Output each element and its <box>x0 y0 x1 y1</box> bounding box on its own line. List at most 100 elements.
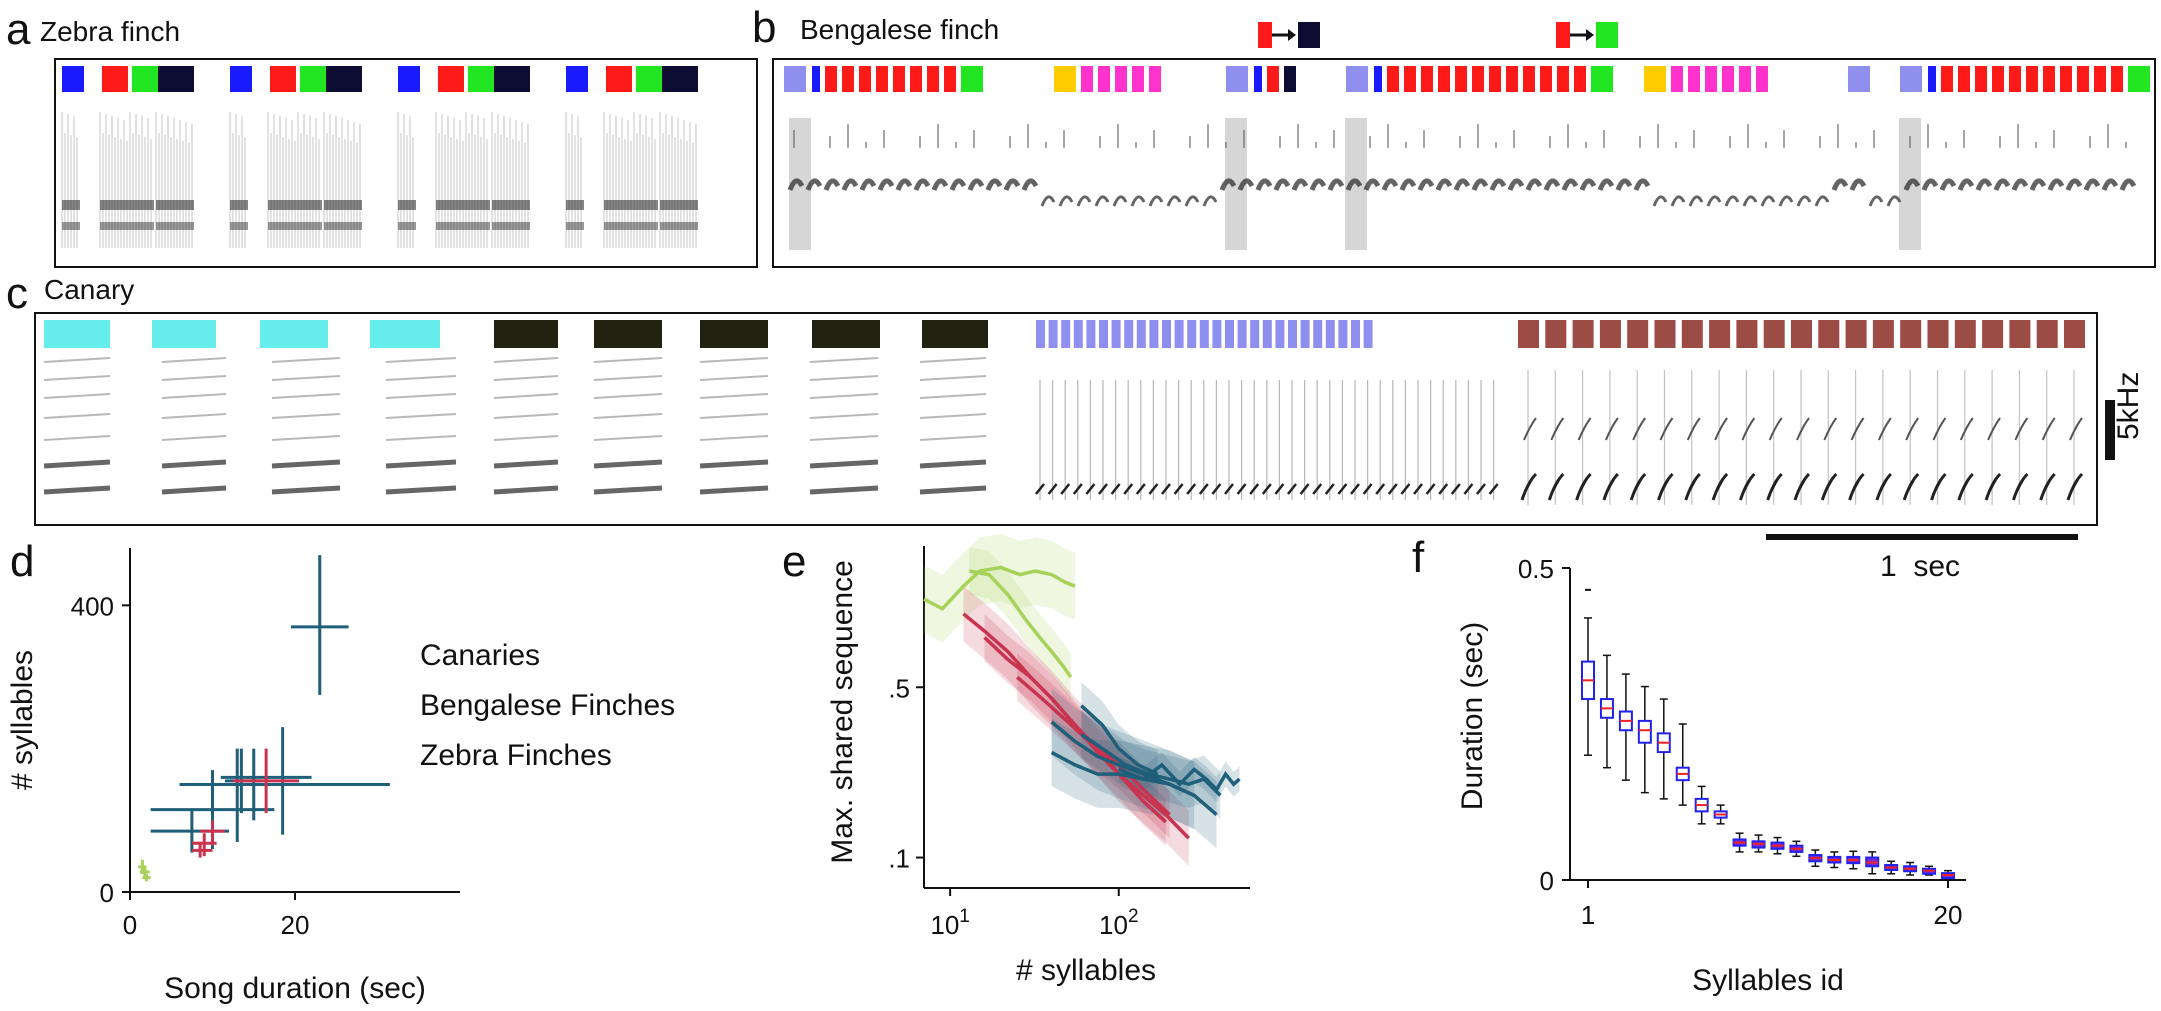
arrow-head-icon <box>1288 29 1296 41</box>
spectrogram-note <box>1399 178 1417 191</box>
spectrogram-band <box>634 222 658 230</box>
spectrogram-harmonic <box>593 357 663 363</box>
spectrogram-note <box>1076 195 1092 207</box>
time-scale-bar <box>1766 534 2078 540</box>
syllable-bar <box>2128 66 2150 92</box>
spectrogram-harmonic <box>161 413 227 419</box>
syllable-bar <box>893 66 905 92</box>
spectrogram-note <box>1047 483 1058 495</box>
spectrogram-harmonic <box>161 485 227 495</box>
spectrogram-note <box>1362 483 1373 495</box>
syllable-bar <box>2009 320 2031 348</box>
syllable-bar <box>1250 320 1260 348</box>
chart-f: 1 20 0 0.5 Syllables id Duration (sec) <box>1456 554 1966 997</box>
syllable-bar <box>1954 320 1976 348</box>
spectrogram-note <box>1453 178 1471 191</box>
syllable-bar <box>1872 320 1894 348</box>
spectrogram-note <box>1793 472 1811 501</box>
syllable-bar <box>1313 320 1323 348</box>
spectrogram-note <box>1921 178 1939 191</box>
spectrogram-note <box>1375 483 1386 495</box>
spectrogram-note <box>1577 417 1592 441</box>
spectrogram-note <box>1060 483 1071 495</box>
spectrogram-band <box>566 200 584 210</box>
spectrogram-note <box>1602 472 1619 501</box>
spectrogram-note <box>2047 178 2065 191</box>
spectrogram-note <box>1035 483 1045 495</box>
spectrogram-harmonic <box>919 357 987 363</box>
syllable-bar <box>1900 66 1922 92</box>
syllable-bar <box>1627 320 1649 348</box>
spectrogram-harmonic <box>43 459 111 469</box>
spectrogram-note <box>1760 195 1776 207</box>
syllable-bar <box>1225 320 1234 348</box>
syllable-bar <box>859 66 871 92</box>
spectrogram-note <box>2065 178 2083 191</box>
spectrogram-note <box>1299 483 1310 495</box>
spectrogram-harmonic <box>271 485 341 495</box>
spectrogram-harmonic <box>161 357 227 363</box>
spectrogram-harmonic <box>593 435 663 441</box>
spectrogram-harmonic <box>493 435 559 441</box>
spectrogram-harmonic <box>919 459 987 469</box>
spectrogram-note <box>1670 195 1686 207</box>
spectrogram-note <box>967 178 985 191</box>
spectrogram-harmonic <box>699 485 769 495</box>
spectrogram-note <box>1400 483 1411 495</box>
transition-to-bar <box>1298 22 1320 48</box>
transition-to-bar <box>1596 22 1618 48</box>
spectrogram-band <box>62 200 80 210</box>
syllable-bar <box>1845 320 1867 348</box>
syllable-bar <box>1736 320 1758 348</box>
syllable-bar <box>300 66 326 92</box>
syllable-bar <box>2043 66 2055 92</box>
x-tick-label-d: 20 <box>281 910 310 940</box>
syllable-bar <box>700 320 768 348</box>
spectrogram-note <box>1438 483 1449 495</box>
spectrogram-harmonic <box>593 375 663 381</box>
syllable-bar <box>1288 320 1297 348</box>
spectrogram-harmonic <box>699 459 769 469</box>
spectrogram-note <box>1902 472 1920 501</box>
panel-letter-c: c <box>6 269 28 318</box>
y-tick-label-e: .1 <box>888 844 910 874</box>
x-axis-label-d: Song duration (sec) <box>164 972 426 1005</box>
spectrogram-harmonic <box>593 393 663 399</box>
spectrogram-harmonic <box>385 435 457 441</box>
syllable-bar <box>1791 320 1812 348</box>
spectrogram-note <box>2011 178 2029 191</box>
spectrogram-note <box>1652 195 1668 207</box>
spectrogram-note <box>1085 483 1096 495</box>
syllable-bar <box>1404 66 1416 92</box>
syllable-bar <box>812 66 820 92</box>
legend-entry: Canaries <box>420 639 540 672</box>
syllable-bar <box>494 320 558 348</box>
syllable-bar <box>1275 320 1285 348</box>
syllable-bar <box>922 320 988 348</box>
spectrogram-note <box>1476 483 1486 495</box>
series-band <box>1118 752 1240 803</box>
x-tick-label-f: 20 <box>1934 900 1963 930</box>
spectrogram-note <box>823 178 841 191</box>
syllable-bar <box>1081 66 1093 92</box>
syllable-bar <box>1709 320 1731 348</box>
spectrogram-band <box>660 222 698 230</box>
spectrogram-note <box>1543 178 1561 191</box>
spectrogram-note <box>1021 178 1039 191</box>
spectrogram-note <box>1957 472 1974 501</box>
panel-title-a: Zebra finch <box>40 16 181 47</box>
spectrogram-note <box>1112 195 1128 207</box>
syllable-bar <box>2077 66 2089 92</box>
syllable-bars-a <box>62 66 698 92</box>
syllable-bar <box>1545 320 1567 348</box>
spectrogram-note <box>1130 195 1146 207</box>
syllable-bars-b <box>784 22 2150 92</box>
spectrogram-harmonic <box>43 375 111 381</box>
spectrogram-note <box>1345 178 1363 191</box>
spectrogram-note <box>1939 178 1957 191</box>
spectrogram-note <box>1003 178 1021 191</box>
spectrogram-harmonic <box>385 485 457 495</box>
spectrogram-note <box>1184 195 1200 207</box>
spectrogram-band <box>100 222 130 230</box>
spectrogram-note <box>1547 472 1565 501</box>
